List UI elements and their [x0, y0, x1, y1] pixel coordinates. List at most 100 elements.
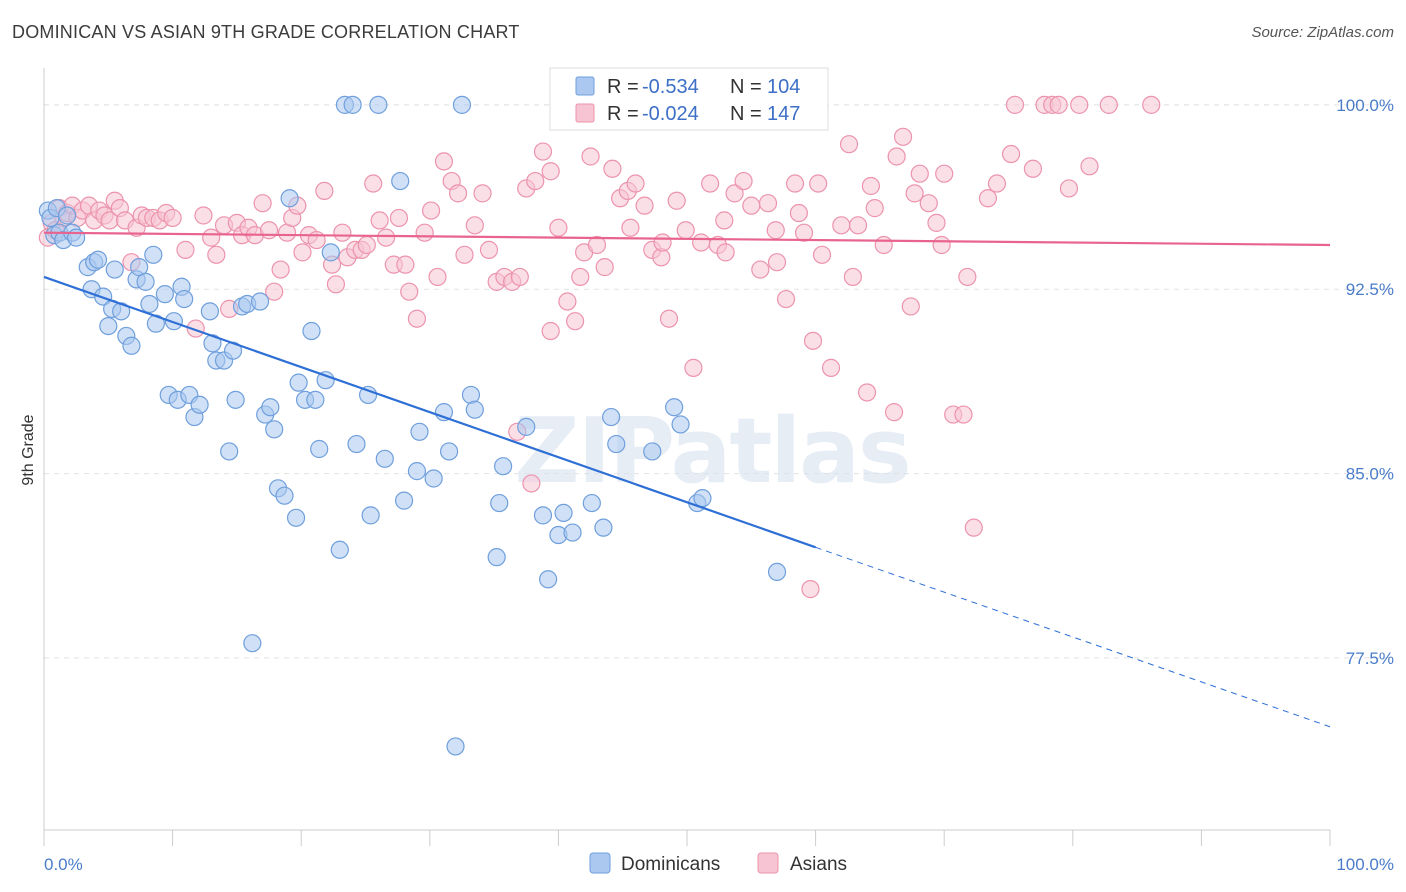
dominican-point: [347, 434, 366, 454]
dominican-point: [358, 385, 378, 405]
x-tick-label-min: 0.0%: [44, 855, 83, 874]
asian-point: [259, 221, 279, 240]
asian-point: [910, 164, 929, 183]
asian-point: [465, 216, 484, 235]
asian-point: [364, 174, 383, 193]
dominican-point: [767, 562, 787, 582]
dominican-point: [665, 398, 684, 417]
asian-point: [884, 403, 904, 422]
dominican-point: [261, 398, 280, 417]
dominican-point: [265, 420, 284, 439]
asian-point: [415, 223, 434, 242]
bottom-legend-label-asians: Asians: [790, 854, 847, 875]
asian-point: [1023, 159, 1043, 178]
legend-n-label-1: N =: [730, 76, 762, 98]
dominican-point: [465, 400, 484, 419]
dominican-point: [539, 570, 558, 589]
y-axis-label: 9th Grade: [20, 414, 37, 485]
asian-point: [400, 282, 419, 301]
asian-point: [789, 203, 808, 223]
asian-point: [587, 235, 607, 255]
asian-point: [186, 319, 205, 338]
legend-r-value-2: -0.024: [642, 103, 699, 125]
asian-point: [701, 174, 720, 193]
asian-point: [978, 189, 998, 208]
legend-r-label-1: R =: [607, 76, 639, 98]
y-tick-labels: 77.5% 85.0% 92.5% 100.0%: [1336, 96, 1394, 668]
asian-point: [421, 201, 441, 220]
asian-point: [767, 253, 787, 272]
asian-point: [455, 245, 474, 264]
dominican-point: [286, 508, 306, 527]
asian-point: [676, 221, 695, 240]
legend-n-label-2: N =: [730, 103, 762, 125]
asian-point: [603, 159, 622, 178]
dominican-point: [280, 189, 299, 208]
dominican-point: [446, 737, 465, 756]
asian-point: [716, 243, 735, 262]
asian-point: [407, 309, 427, 328]
asian-point: [801, 580, 820, 599]
asian-point: [653, 233, 672, 252]
asian-point: [1080, 157, 1099, 176]
asian-point: [479, 240, 499, 259]
dominican-point: [607, 434, 626, 454]
dominican-point: [105, 260, 124, 279]
dominican-point: [369, 95, 388, 114]
asian-point: [571, 267, 590, 287]
asian-point: [163, 208, 182, 228]
dominican-point: [439, 442, 459, 461]
dominican-point: [394, 491, 414, 510]
dominican-point: [226, 390, 245, 409]
asian-point: [861, 176, 880, 196]
asian-point: [734, 171, 753, 191]
dominican-point: [343, 95, 362, 114]
dominican-point: [302, 321, 321, 341]
asian-point: [333, 223, 352, 242]
asian-point: [1001, 144, 1021, 164]
grid-lines: [44, 104, 1394, 659]
asian-point: [832, 216, 851, 235]
bottom-legend-swatch-dominicans: [589, 852, 611, 874]
asian-point: [1142, 95, 1161, 114]
asian-point: [935, 164, 954, 183]
legend-swatch-asians: [575, 103, 595, 123]
dominican-point: [391, 171, 410, 191]
source-credit: Source: ZipAtlas.com: [1251, 24, 1394, 41]
asian-point: [821, 358, 841, 377]
asian-point: [357, 235, 376, 255]
legend-swatch-dominicans: [575, 76, 595, 96]
asian-point: [667, 191, 686, 210]
asian-point: [370, 211, 389, 230]
correlation-legend: R = -0.534 N = 104 R = -0.024 N = 147: [549, 67, 829, 131]
dominican-point: [602, 407, 621, 427]
asian-point: [448, 184, 468, 203]
trend-lines: [43, 231, 1331, 728]
legend-box: [549, 67, 829, 131]
asian-point: [526, 171, 545, 191]
asian-point: [253, 194, 272, 213]
legend-n-value-1: 104: [767, 76, 800, 98]
dominican-point: [306, 390, 325, 409]
legend-r-label-2: R =: [607, 103, 639, 125]
x-tick-label-max: 100.0%: [1336, 855, 1394, 874]
asian-point: [293, 243, 312, 262]
asian-point: [510, 267, 529, 287]
asian-point: [396, 255, 415, 274]
asian-point: [893, 127, 913, 146]
chart-title: DOMINICAN VS ASIAN 9TH GRADE CORRELATION…: [12, 22, 520, 42]
dominican-point: [243, 634, 262, 653]
asian-point: [812, 245, 832, 264]
dominican-point: [643, 442, 662, 461]
asian-point: [315, 181, 334, 201]
asian-point: [473, 184, 492, 203]
dominican-point: [155, 285, 174, 304]
asian-point: [621, 218, 640, 237]
y-tick-label: 100.0%: [1336, 96, 1394, 115]
dominican-trendline-extension: [815, 546, 1331, 728]
asian-point: [549, 218, 568, 237]
asian-point: [207, 245, 226, 264]
dominican-point: [136, 272, 155, 291]
asian-point: [1070, 95, 1089, 114]
